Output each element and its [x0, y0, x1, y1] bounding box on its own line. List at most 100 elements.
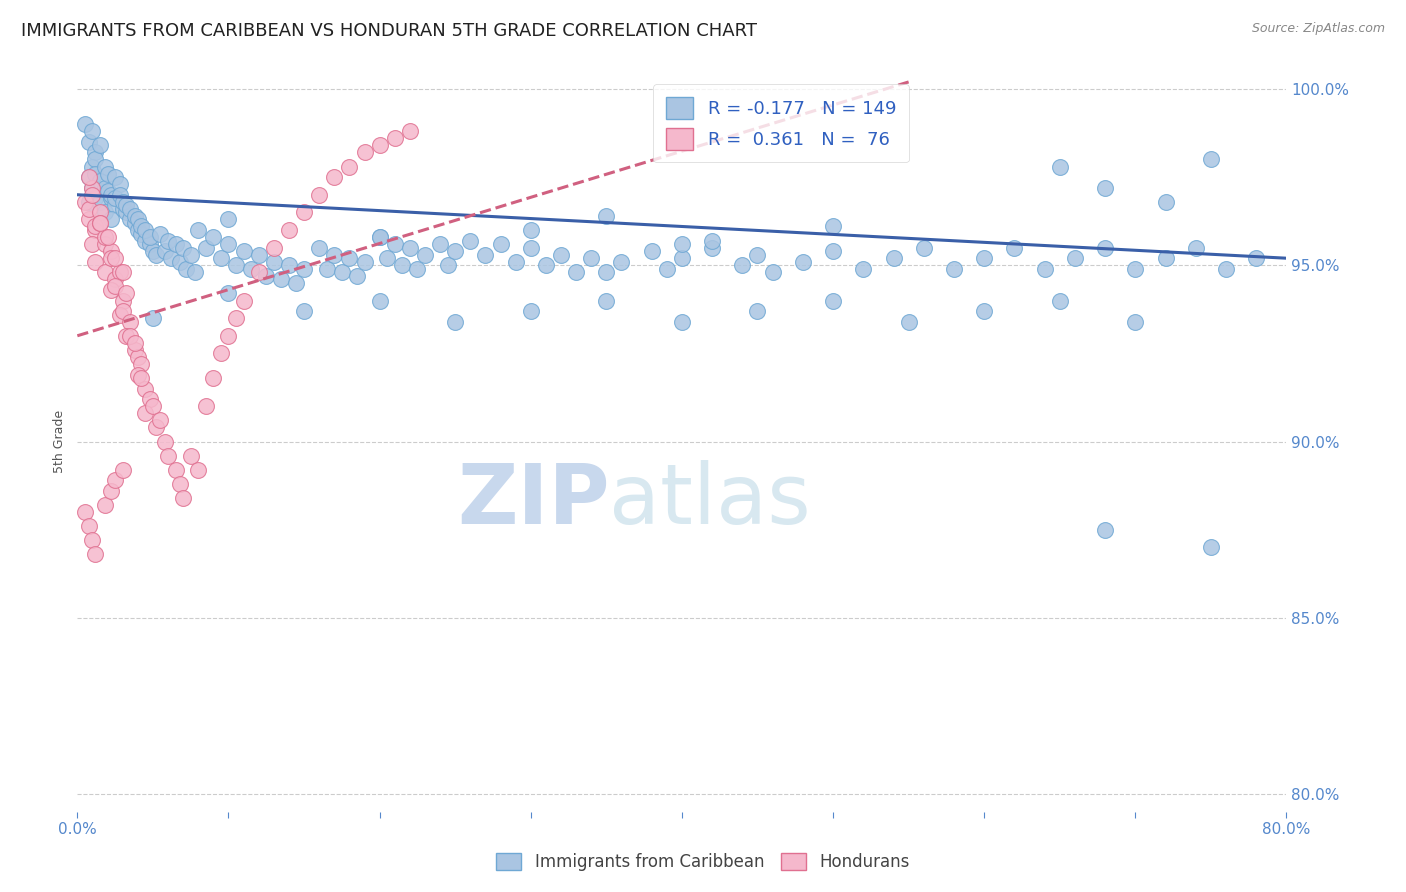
Point — [89, 184, 111, 198]
Point — [153, 434, 176, 449]
Point — [292, 261, 315, 276]
Point — [111, 202, 134, 216]
Point — [84, 223, 107, 237]
Point — [1094, 180, 1116, 194]
Point — [323, 170, 346, 185]
Point — [384, 131, 406, 145]
Point — [184, 265, 207, 279]
Point — [157, 234, 180, 248]
Point — [93, 237, 115, 252]
Point — [89, 205, 111, 219]
Point — [82, 237, 104, 252]
Point — [821, 293, 844, 308]
Point — [96, 184, 118, 198]
Point — [474, 248, 496, 262]
Point — [702, 234, 724, 248]
Point — [108, 308, 131, 322]
Point — [399, 241, 422, 255]
Point — [145, 248, 167, 262]
Point — [406, 261, 429, 276]
Point — [157, 449, 180, 463]
Point — [142, 399, 165, 413]
Point — [93, 180, 115, 194]
Point — [127, 368, 149, 382]
Point — [1033, 261, 1056, 276]
Text: IMMIGRANTS FROM CARIBBEAN VS HONDURAN 5TH GRADE CORRELATION CHART: IMMIGRANTS FROM CARIBBEAN VS HONDURAN 5T… — [21, 22, 756, 40]
Point — [114, 198, 136, 212]
Point — [82, 180, 104, 194]
Point — [93, 265, 115, 279]
Text: ZIP: ZIP — [457, 460, 609, 541]
Point — [111, 304, 134, 318]
Legend: R = -0.177   N = 149, R =  0.361   N =  76: R = -0.177 N = 149, R = 0.361 N = 76 — [654, 84, 908, 162]
Legend: Immigrants from Caribbean, Hondurans: Immigrants from Caribbean, Hondurans — [488, 845, 918, 880]
Point — [120, 212, 142, 227]
Point — [139, 237, 162, 252]
Point — [254, 268, 277, 283]
Point — [139, 392, 162, 407]
Point — [308, 187, 330, 202]
Point — [337, 251, 360, 265]
Point — [792, 254, 814, 268]
Text: Source: ZipAtlas.com: Source: ZipAtlas.com — [1251, 22, 1385, 36]
Point — [142, 244, 165, 259]
Point — [134, 382, 156, 396]
Point — [127, 212, 149, 227]
Point — [82, 124, 104, 138]
Point — [142, 311, 165, 326]
Point — [429, 237, 451, 252]
Point — [79, 519, 101, 533]
Point — [73, 194, 96, 209]
Point — [111, 265, 134, 279]
Point — [218, 212, 240, 227]
Point — [671, 251, 693, 265]
Point — [346, 268, 368, 283]
Point — [973, 251, 995, 265]
Point — [84, 254, 107, 268]
Point — [323, 248, 346, 262]
Point — [458, 234, 481, 248]
Point — [174, 261, 197, 276]
Point — [172, 491, 194, 505]
Point — [520, 241, 543, 255]
Point — [104, 170, 127, 185]
Point — [187, 463, 209, 477]
Point — [852, 261, 875, 276]
Point — [79, 170, 101, 185]
Point — [153, 244, 176, 259]
Point — [145, 420, 167, 434]
Point — [84, 153, 107, 167]
Point — [139, 230, 162, 244]
Point — [384, 237, 406, 252]
Point — [100, 483, 122, 498]
Point — [180, 248, 202, 262]
Point — [353, 145, 375, 160]
Point — [100, 244, 122, 259]
Point — [100, 187, 122, 202]
Point — [368, 230, 391, 244]
Point — [111, 463, 134, 477]
Point — [436, 258, 458, 272]
Point — [821, 244, 844, 259]
Point — [595, 209, 617, 223]
Point — [89, 216, 111, 230]
Point — [1199, 541, 1222, 555]
Point — [883, 251, 905, 265]
Point — [124, 335, 146, 350]
Point — [1154, 194, 1177, 209]
Point — [84, 167, 107, 181]
Point — [73, 117, 96, 131]
Point — [127, 350, 149, 364]
Point — [89, 216, 111, 230]
Point — [1123, 315, 1146, 329]
Point — [1246, 251, 1268, 265]
Point — [1049, 293, 1071, 308]
Point — [565, 265, 588, 279]
Point — [108, 187, 131, 202]
Point — [89, 174, 111, 188]
Point — [104, 279, 127, 293]
Point — [120, 315, 142, 329]
Point — [1199, 153, 1222, 167]
Point — [84, 219, 107, 234]
Point — [100, 191, 122, 205]
